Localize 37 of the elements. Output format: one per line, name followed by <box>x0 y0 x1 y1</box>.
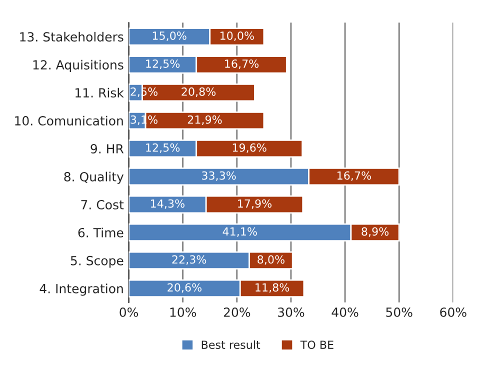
data-label: 8,9% <box>362 227 389 237</box>
data-label: 17,9% <box>238 199 272 209</box>
x-tick-label: 60% <box>440 307 466 317</box>
y-tick-label: 11. Risk <box>76 88 124 98</box>
y-tick-label: 9. HR <box>90 144 124 154</box>
data-label: 10,0% <box>220 31 254 42</box>
y-tick-label: 7. Cost <box>81 200 124 210</box>
x-tick-label: 50% <box>386 307 412 317</box>
data-label: 12,5% <box>146 59 180 69</box>
data-label: 20,8% <box>182 87 216 97</box>
data-label: 16,7% <box>338 171 371 181</box>
y-tick-label: 4. Integration <box>40 284 123 296</box>
y-tick-label: 12. Aquisitions <box>33 60 124 72</box>
data-label: 41,1% <box>222 227 257 237</box>
x-tick-label: 0% <box>120 307 138 317</box>
data-label: 22,3% <box>172 255 206 265</box>
y-tick-label: 5. Scope <box>70 256 124 268</box>
data-label: 8,0% <box>258 255 284 265</box>
data-label: 16,7% <box>225 59 259 69</box>
data-label: 15,0% <box>152 31 186 42</box>
data-label: 14,3% <box>151 199 184 209</box>
data-label: 12,5% <box>146 143 180 153</box>
data-label: 11,8% <box>256 283 290 293</box>
y-tick-label: 6. Time <box>78 228 124 238</box>
y-tick-label: 10. Comunication <box>15 116 123 126</box>
data-label: 33,3% <box>202 171 236 181</box>
x-tick-label: 40% <box>332 307 358 317</box>
data-label: 21,9% <box>188 115 222 125</box>
y-tick-label: 8. Quality <box>64 172 124 184</box>
y-tick-label: 13. Stakeholders <box>20 32 124 42</box>
x-tick-label: 10% <box>170 307 196 317</box>
data-label: 19,6% <box>232 143 266 153</box>
legend-label: TO BE <box>300 340 334 349</box>
data-label: 20,6% <box>168 283 202 293</box>
x-tick-label: 30% <box>278 307 304 317</box>
legend-label: Best result <box>202 340 260 349</box>
x-tick-label: 20% <box>224 307 250 317</box>
